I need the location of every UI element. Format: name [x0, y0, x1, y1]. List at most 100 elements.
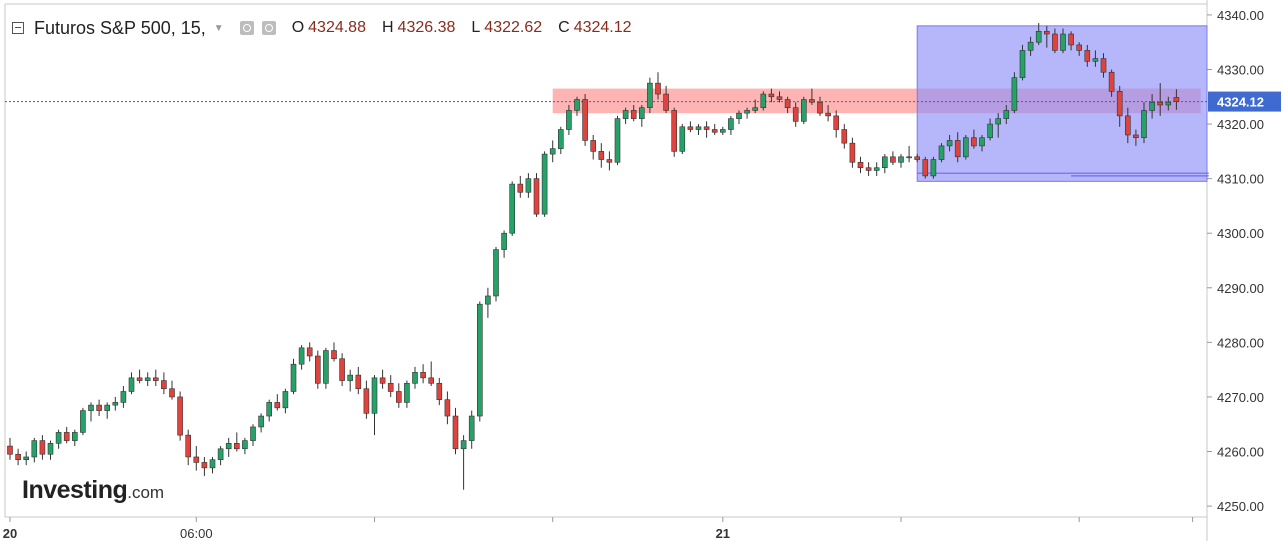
- candle-body[interactable]: [501, 232, 507, 250]
- candle-body[interactable]: [1052, 33, 1058, 51]
- candle-body[interactable]: [47, 443, 54, 455]
- candle-body[interactable]: [881, 156, 888, 169]
- candle-body[interactable]: [460, 440, 467, 450]
- candle-body[interactable]: [290, 363, 297, 392]
- candle-body[interactable]: [1027, 41, 1034, 51]
- candle-body[interactable]: [614, 118, 621, 163]
- candle-body[interactable]: [1116, 91, 1123, 117]
- candle-body[interactable]: [557, 129, 564, 149]
- candle-body[interactable]: [768, 93, 775, 98]
- candle-body[interactable]: [922, 159, 929, 177]
- candle-body[interactable]: [1044, 30, 1050, 35]
- eye-icon[interactable]: [239, 21, 254, 35]
- candle-body[interactable]: [144, 377, 151, 381]
- candle-body[interactable]: [39, 440, 46, 455]
- candle-body[interactable]: [1084, 50, 1091, 62]
- candle-body[interactable]: [890, 156, 896, 163]
- candle-body[interactable]: [736, 112, 742, 119]
- candle-body[interactable]: [55, 432, 62, 444]
- candle-body[interactable]: [647, 82, 653, 108]
- candle-body[interactable]: [590, 140, 597, 152]
- candle-body[interactable]: [663, 93, 669, 111]
- candle-body[interactable]: [1149, 101, 1155, 111]
- candle-body[interactable]: [1011, 77, 1018, 111]
- candle-body[interactable]: [331, 350, 337, 360]
- candle-body[interactable]: [1108, 71, 1115, 92]
- candle-body[interactable]: [841, 129, 848, 144]
- candle-body[interactable]: [347, 374, 354, 381]
- candle-body[interactable]: [314, 355, 321, 384]
- candle-body[interactable]: [80, 410, 86, 433]
- candle-body[interactable]: [906, 156, 912, 159]
- candle-body[interactable]: [395, 391, 402, 403]
- candle-body[interactable]: [1060, 33, 1066, 51]
- candle-body[interactable]: [209, 459, 216, 469]
- candle-body[interactable]: [752, 107, 759, 111]
- candle-body[interactable]: [760, 93, 767, 108]
- candle-body[interactable]: [436, 382, 443, 400]
- candle-body[interactable]: [582, 99, 588, 141]
- candle-body[interactable]: [1173, 97, 1180, 102]
- candle-body[interactable]: [323, 350, 329, 384]
- candle-body[interactable]: [1019, 50, 1026, 78]
- candle-body[interactable]: [655, 82, 661, 95]
- candle-body[interactable]: [687, 126, 694, 130]
- candle-body[interactable]: [420, 372, 426, 379]
- candle-body[interactable]: [825, 112, 831, 117]
- candle-body[interactable]: [404, 382, 410, 403]
- candle-body[interactable]: [711, 129, 718, 133]
- candle-body[interactable]: [112, 402, 119, 406]
- candle-body[interactable]: [1076, 44, 1082, 51]
- candle-body[interactable]: [363, 388, 370, 414]
- candle-body[interactable]: [971, 137, 977, 147]
- candle-body[interactable]: [784, 99, 791, 108]
- candle-body[interactable]: [7, 445, 13, 455]
- candle-body[interactable]: [468, 415, 475, 441]
- candle-body[interactable]: [23, 456, 30, 460]
- candle-body[interactable]: [857, 161, 864, 169]
- candle-body[interactable]: [88, 404, 94, 411]
- candle-body[interactable]: [371, 377, 378, 414]
- candle-body[interactable]: [128, 377, 135, 392]
- candle-body[interactable]: [96, 404, 102, 411]
- candle-body[interactable]: [339, 358, 345, 381]
- candle-body[interactable]: [250, 426, 256, 441]
- candle-body[interactable]: [15, 453, 21, 460]
- candle-body[interactable]: [938, 145, 945, 160]
- candle-body[interactable]: [1092, 58, 1099, 62]
- candle-body[interactable]: [136, 377, 143, 381]
- candle-body[interactable]: [185, 434, 191, 458]
- candle-body[interactable]: [355, 374, 362, 390]
- candle-body[interactable]: [914, 156, 921, 160]
- candle-body[interactable]: [703, 126, 710, 130]
- candle-body[interactable]: [873, 167, 880, 171]
- candle-body[interactable]: [817, 101, 823, 114]
- candle-body[interactable]: [177, 396, 183, 436]
- candle-body[interactable]: [444, 399, 451, 417]
- candle-body[interactable]: [695, 126, 702, 130]
- candle-body[interactable]: [493, 249, 499, 297]
- gear-icon[interactable]: [261, 21, 276, 35]
- candle-body[interactable]: [792, 107, 799, 122]
- candle-body[interactable]: [274, 402, 281, 409]
- candle-body[interactable]: [225, 443, 232, 450]
- candle-body[interactable]: [452, 415, 459, 450]
- candle-body[interactable]: [412, 372, 418, 384]
- candle-body[interactable]: [930, 159, 937, 177]
- candle-body[interactable]: [598, 151, 605, 160]
- candle-body[interactable]: [31, 440, 38, 458]
- candle-body[interactable]: [258, 415, 264, 428]
- candle-body[interactable]: [719, 129, 726, 133]
- candle-body[interactable]: [379, 377, 386, 384]
- candle-body[interactable]: [809, 99, 815, 103]
- candle-body[interactable]: [898, 156, 904, 163]
- candle-body[interactable]: [217, 448, 224, 460]
- candle-body[interactable]: [1133, 134, 1139, 139]
- candle-body[interactable]: [776, 96, 783, 100]
- candle-body[interactable]: [744, 110, 750, 114]
- candle-body[interactable]: [549, 148, 556, 155]
- candle-body[interactable]: [1003, 110, 1010, 119]
- candle-body[interactable]: [387, 382, 394, 392]
- candle-body[interactable]: [193, 456, 200, 463]
